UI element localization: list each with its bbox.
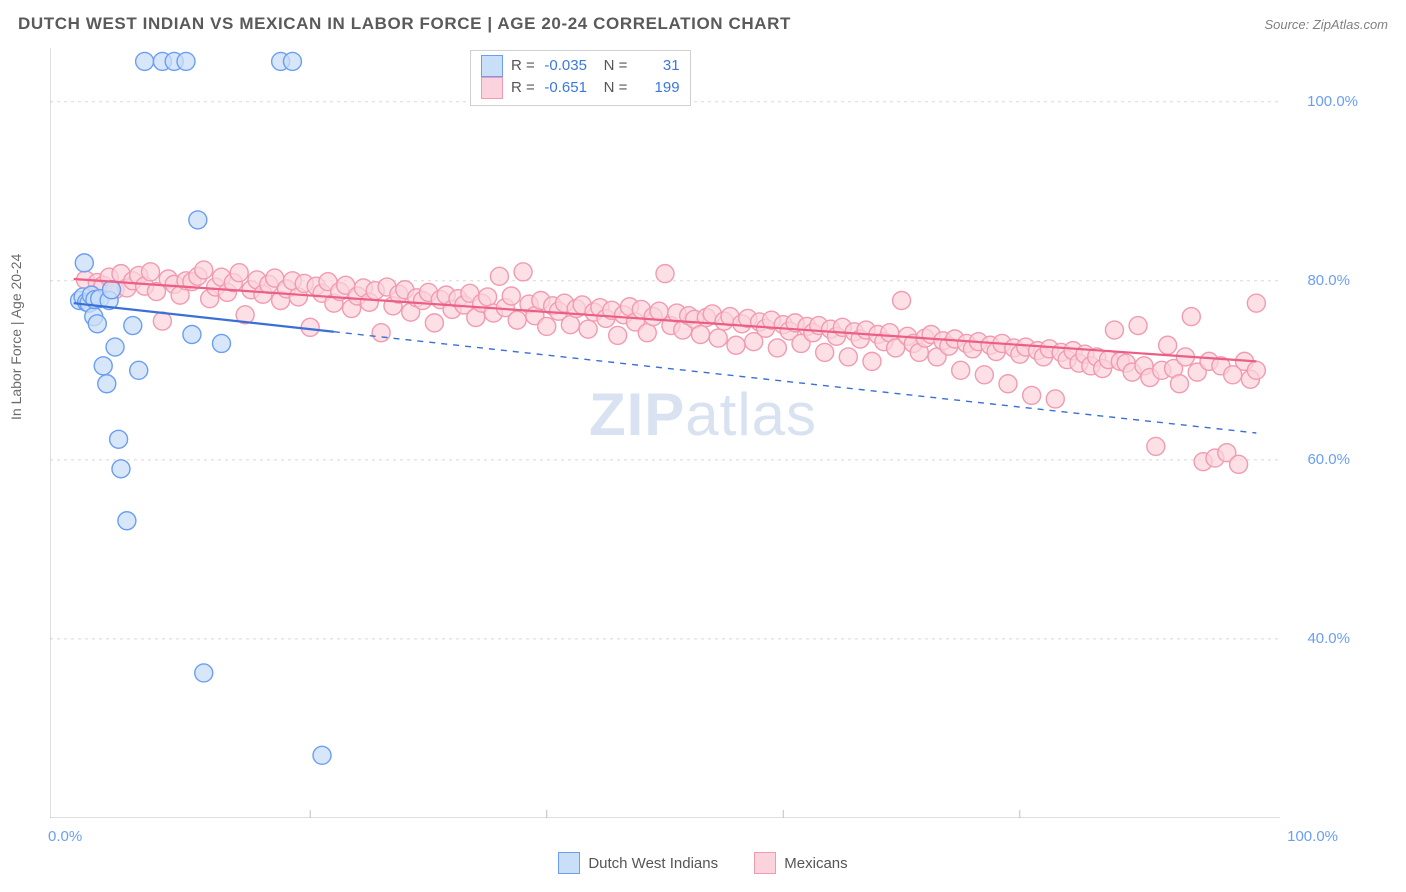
y-tick-label: 40.0% [1307,630,1350,647]
scatter-chart: 100.0% 80.0% 60.0% 40.0% 0.0% 100.0% [50,48,1280,818]
x-tick-label: 0.0% [48,828,82,845]
series-legend: Dutch West Indians Mexicans [0,852,1406,878]
swatch-icon [558,852,580,874]
legend-n-label: N = [604,79,628,96]
legend-r-value: -0.651 [539,77,587,99]
legend-stats: R = -0.651 N = 199 [511,77,680,99]
legend-n-value: 31 [632,55,680,77]
legend-item: Mexicans [754,852,847,874]
legend-r-label: R = [511,57,535,74]
legend-r-label: R = [511,79,535,96]
swatch-icon [754,852,776,874]
chart-header: DUTCH WEST INDIAN VS MEXICAN IN LABOR FO… [18,14,1388,34]
y-tick-label: 100.0% [1307,93,1358,110]
chart-svg [50,48,1280,818]
chart-title: DUTCH WEST INDIAN VS MEXICAN IN LABOR FO… [18,14,791,34]
legend-row: R = -0.651 N = 199 [481,77,680,99]
y-axis-label: In Labor Force | Age 20-24 [8,254,24,420]
legend-item: Dutch West Indians [558,852,718,874]
y-tick-label: 80.0% [1307,272,1350,289]
legend-label: Mexicans [784,855,847,872]
legend-n-value: 199 [632,77,680,99]
legend-n-label: N = [604,57,628,74]
legend-r-value: -0.035 [539,55,587,77]
swatch-icon [481,55,503,77]
swatch-icon [481,77,503,99]
legend-row: R = -0.035 N = 31 [481,55,680,77]
correlation-legend: R = -0.035 N = 31 R = -0.651 N = 199 [470,50,691,106]
x-tick-label: 100.0% [1287,828,1338,845]
source-attribution: Source: ZipAtlas.com [1264,17,1388,32]
legend-label: Dutch West Indians [588,855,718,872]
y-tick-label: 60.0% [1307,451,1350,468]
legend-stats: R = -0.035 N = 31 [511,55,680,77]
